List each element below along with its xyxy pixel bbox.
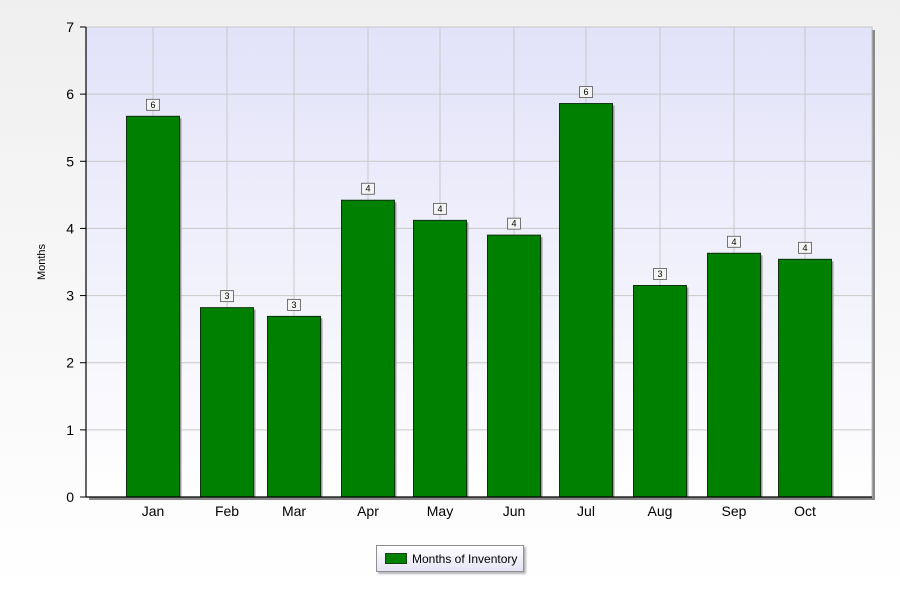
y-tick-label: 1	[66, 422, 74, 438]
bar	[200, 307, 254, 498]
data-label: 4	[731, 237, 736, 247]
bar	[778, 258, 832, 498]
data-label-box	[653, 268, 667, 280]
x-tick-label: Apr	[357, 503, 379, 519]
data-label-box	[727, 235, 741, 248]
data-label: 3	[291, 300, 296, 310]
y-tick-label: 5	[66, 153, 74, 169]
data-label-box	[220, 290, 234, 303]
data-label: 3	[657, 269, 662, 279]
x-tick-label: Sep	[722, 503, 747, 519]
data-label: 6	[150, 100, 155, 110]
x-tick-label: Jul	[577, 503, 595, 519]
data-label: 3	[224, 291, 229, 301]
y-tick-label: 7	[66, 19, 74, 35]
data-label: 6	[583, 87, 588, 97]
data-label: 4	[365, 184, 370, 194]
data-label-box	[361, 182, 375, 195]
bar	[413, 219, 467, 498]
x-tick-label: Oct	[794, 503, 816, 519]
x-tick-label: Mar	[282, 503, 306, 519]
bar	[487, 234, 541, 498]
y-tick-label: 6	[66, 86, 74, 102]
y-tick-label: 3	[66, 288, 74, 304]
data-label-box	[798, 241, 812, 254]
labels: 0 1 2 3 4 5 6 7 6 Jan 3 Feb 3 Mar 4 Apr 4 May 4 Jun 6 Jul 3 Aug…	[66, 19, 816, 519]
data-label: 4	[511, 219, 516, 229]
bar	[559, 103, 613, 498]
data-label-box	[433, 202, 447, 215]
bar	[633, 285, 687, 498]
data-label: 4	[802, 243, 807, 253]
y-axis-title: Months	[36, 243, 48, 280]
y-tick-label: 2	[66, 355, 74, 371]
bar	[267, 315, 321, 498]
legend-label: Months of Inventory	[412, 551, 518, 566]
bar	[341, 199, 395, 498]
data-label-box	[287, 298, 301, 311]
data-label-box	[507, 217, 521, 230]
bar	[126, 115, 180, 498]
x-tick-label: Jan	[142, 503, 165, 519]
x-tick-label: Feb	[215, 503, 239, 519]
y-tick-label: 4	[66, 220, 74, 236]
legend-swatch	[385, 553, 407, 564]
x-tick-label: Jun	[503, 503, 526, 519]
axes	[80, 26, 872, 498]
x-tick-label: May	[427, 503, 453, 519]
data-label-box	[579, 86, 593, 98]
x-tick-label: Aug	[648, 503, 673, 519]
legend: Months of Inventory	[376, 545, 524, 572]
data-label: 4	[437, 204, 442, 214]
bar	[707, 252, 761, 498]
y-tick-label: 0	[66, 489, 74, 505]
bar-series	[126, 103, 834, 498]
data-label-box	[146, 98, 160, 111]
